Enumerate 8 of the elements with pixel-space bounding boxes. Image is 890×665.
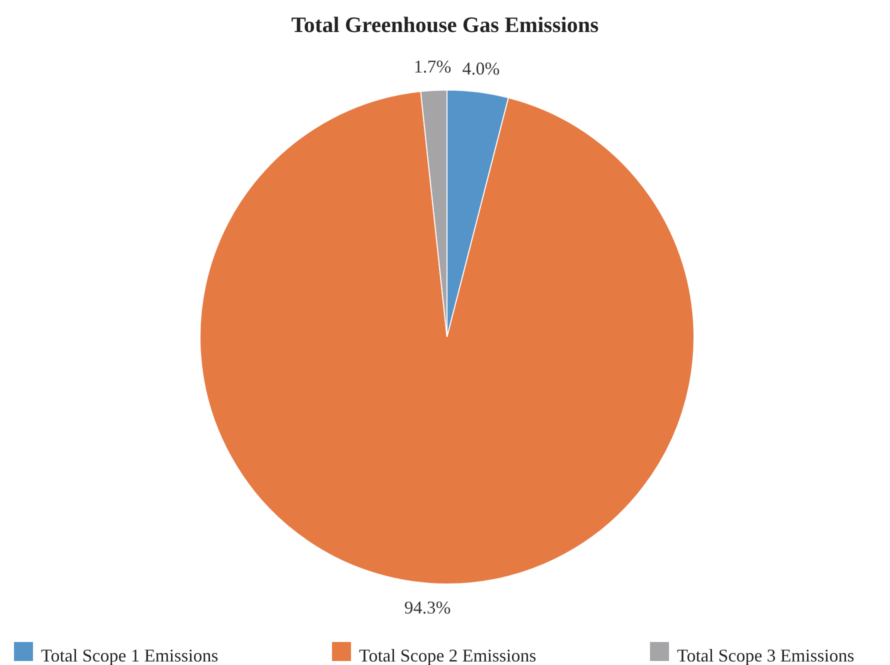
data-label: 1.7% xyxy=(414,56,452,77)
legend-label: Total Scope 3 Emissions xyxy=(677,645,854,665)
chart-title: Total Greenhouse Gas Emissions xyxy=(291,12,600,37)
data-label: 94.3% xyxy=(404,598,451,618)
data-label: 4.0% xyxy=(462,58,500,78)
legend-label: Total Scope 2 Emissions xyxy=(359,645,536,665)
legend-label: Total Scope 1 Emissions xyxy=(41,645,218,665)
pie-slice xyxy=(200,90,694,584)
